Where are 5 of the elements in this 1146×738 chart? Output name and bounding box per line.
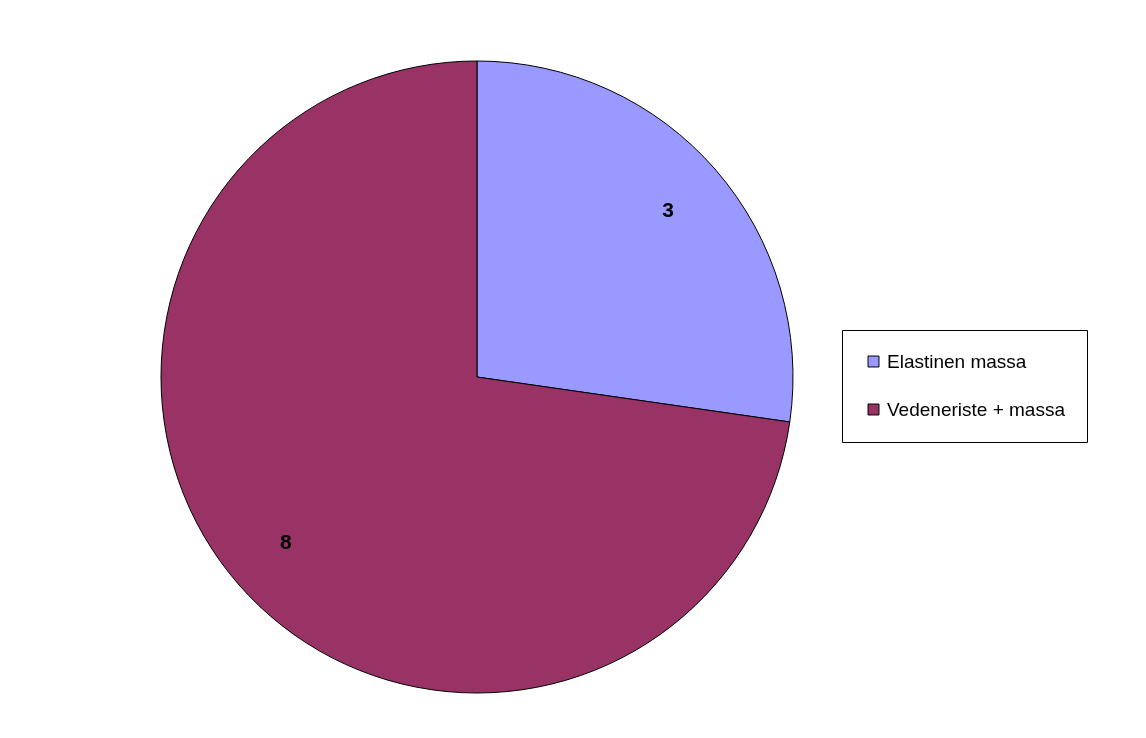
data-label: 8 [280, 529, 293, 553]
legend-label: Elastinen massa [887, 350, 1027, 372]
pie-slice [160, 60, 791, 694]
data-label: 3 [662, 198, 674, 222]
legend-label: Vedeneriste + massa [887, 398, 1066, 420]
